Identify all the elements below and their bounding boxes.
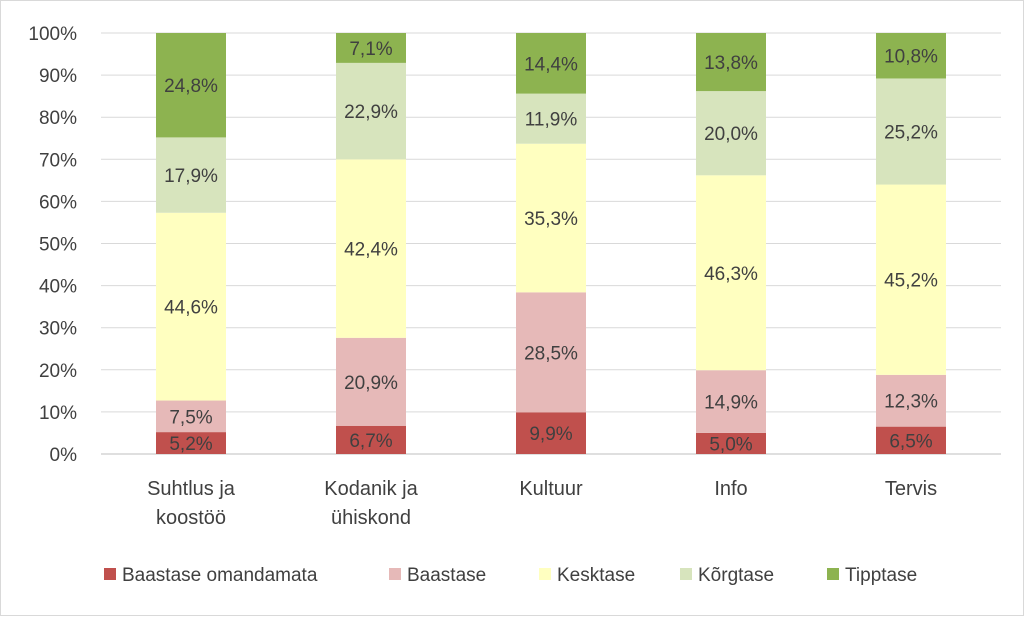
x-category-label: Info xyxy=(714,478,747,500)
data-label: 14,9% xyxy=(704,393,758,414)
bars: 5,2% 7,5% 44,6% 17,9% 24,8% 6,7% 20,9% 42,4% 22,… xyxy=(156,33,946,455)
legend-label: Kõrgtase xyxy=(698,565,774,586)
y-axis: 0% 10% 20% 30% 40% 50% 60% 70% 80% 90% 100% xyxy=(28,24,77,466)
bar-segment xyxy=(336,62,406,160)
bar-segment xyxy=(696,432,766,454)
y-tick-label: 10% xyxy=(39,403,77,424)
x-category-label: Suhtlus ja xyxy=(147,478,236,500)
y-tick-label: 0% xyxy=(50,445,78,466)
data-label: 7,1% xyxy=(349,39,392,60)
bar-segment xyxy=(516,93,586,144)
data-label: 6,7% xyxy=(349,431,392,452)
data-label: 11,9% xyxy=(525,110,578,131)
bar-segment xyxy=(156,400,226,433)
y-tick-label: 60% xyxy=(39,192,77,213)
bar-segment xyxy=(156,137,226,213)
data-label: 25,2% xyxy=(884,123,938,144)
data-label: 7,5% xyxy=(169,407,212,428)
x-category-label: Kodanik ja xyxy=(324,478,418,500)
bar-segment xyxy=(696,91,766,176)
legend-swatch xyxy=(680,568,692,580)
bar-segment xyxy=(876,33,946,79)
data-label: 28,5% xyxy=(524,343,578,364)
legend-swatch xyxy=(827,568,839,580)
y-tick-label: 30% xyxy=(39,319,77,340)
legend-swatch xyxy=(104,568,116,580)
data-label: 35,3% xyxy=(524,209,578,230)
x-axis: Suhtlus ja koostöö Kodanik ja ühiskond Kultu… xyxy=(147,478,937,529)
bar-segment xyxy=(876,374,946,427)
data-label: 42,4% xyxy=(344,240,398,261)
y-tick-label: 50% xyxy=(39,235,77,256)
bar-segment xyxy=(336,425,406,454)
bar-segment xyxy=(696,33,766,92)
bar-segment xyxy=(876,426,946,454)
x-category-label: Kultuur xyxy=(519,478,583,500)
bar-segment xyxy=(336,33,406,63)
bar-segment xyxy=(696,175,766,371)
data-label: 5,2% xyxy=(169,434,212,455)
bar-segment xyxy=(336,159,406,338)
bar-segment xyxy=(516,143,586,293)
y-tick-label: 70% xyxy=(39,150,77,171)
y-tick-label: 40% xyxy=(39,277,77,298)
bar-segment xyxy=(696,370,766,433)
bar-segment xyxy=(516,33,586,94)
bar-segment xyxy=(156,212,226,401)
data-label: 13,8% xyxy=(704,53,758,74)
y-tick-label: 80% xyxy=(39,108,77,129)
y-tick-label: 90% xyxy=(39,66,77,87)
data-label: 12,3% xyxy=(884,392,938,413)
legend-label: Kesktase xyxy=(557,565,635,586)
legend-swatch xyxy=(539,568,551,580)
x-category-label: Tervis xyxy=(885,478,937,500)
data-label: 20,0% xyxy=(704,124,758,145)
bar-segment xyxy=(336,337,406,426)
data-label: 24,8% xyxy=(164,76,218,97)
bar-segment xyxy=(516,412,586,454)
bar-segment xyxy=(156,432,226,454)
data-label: 9,9% xyxy=(529,424,572,445)
legend-label: Tipptase xyxy=(845,565,917,586)
y-tick-label: 100% xyxy=(28,24,77,45)
bar-segment xyxy=(156,33,226,138)
bar-segment xyxy=(876,184,946,375)
data-label: 5,0% xyxy=(709,434,752,455)
data-label: 20,9% xyxy=(344,373,398,394)
bar-segment xyxy=(876,78,946,185)
data-label: 14,4% xyxy=(524,54,578,75)
data-label: 45,2% xyxy=(884,271,938,292)
data-label: 10,8% xyxy=(884,47,938,68)
data-label: 44,6% xyxy=(164,298,218,319)
data-label: 17,9% xyxy=(164,166,218,187)
legend-label: Baastase xyxy=(407,565,486,586)
legend-label: Baastase omandamata xyxy=(122,565,318,586)
x-category-label: ühiskond xyxy=(331,507,411,529)
x-category-label: koostöö xyxy=(156,507,226,529)
data-label: 46,3% xyxy=(704,264,758,285)
data-label: 6,5% xyxy=(889,431,932,452)
data-label: 22,9% xyxy=(344,102,398,123)
legend: Baastase omandamata Baastase Kesktase Kõrgt… xyxy=(104,565,917,586)
bar-segment xyxy=(516,292,586,413)
y-tick-label: 20% xyxy=(39,361,77,382)
legend-swatch xyxy=(389,568,401,580)
